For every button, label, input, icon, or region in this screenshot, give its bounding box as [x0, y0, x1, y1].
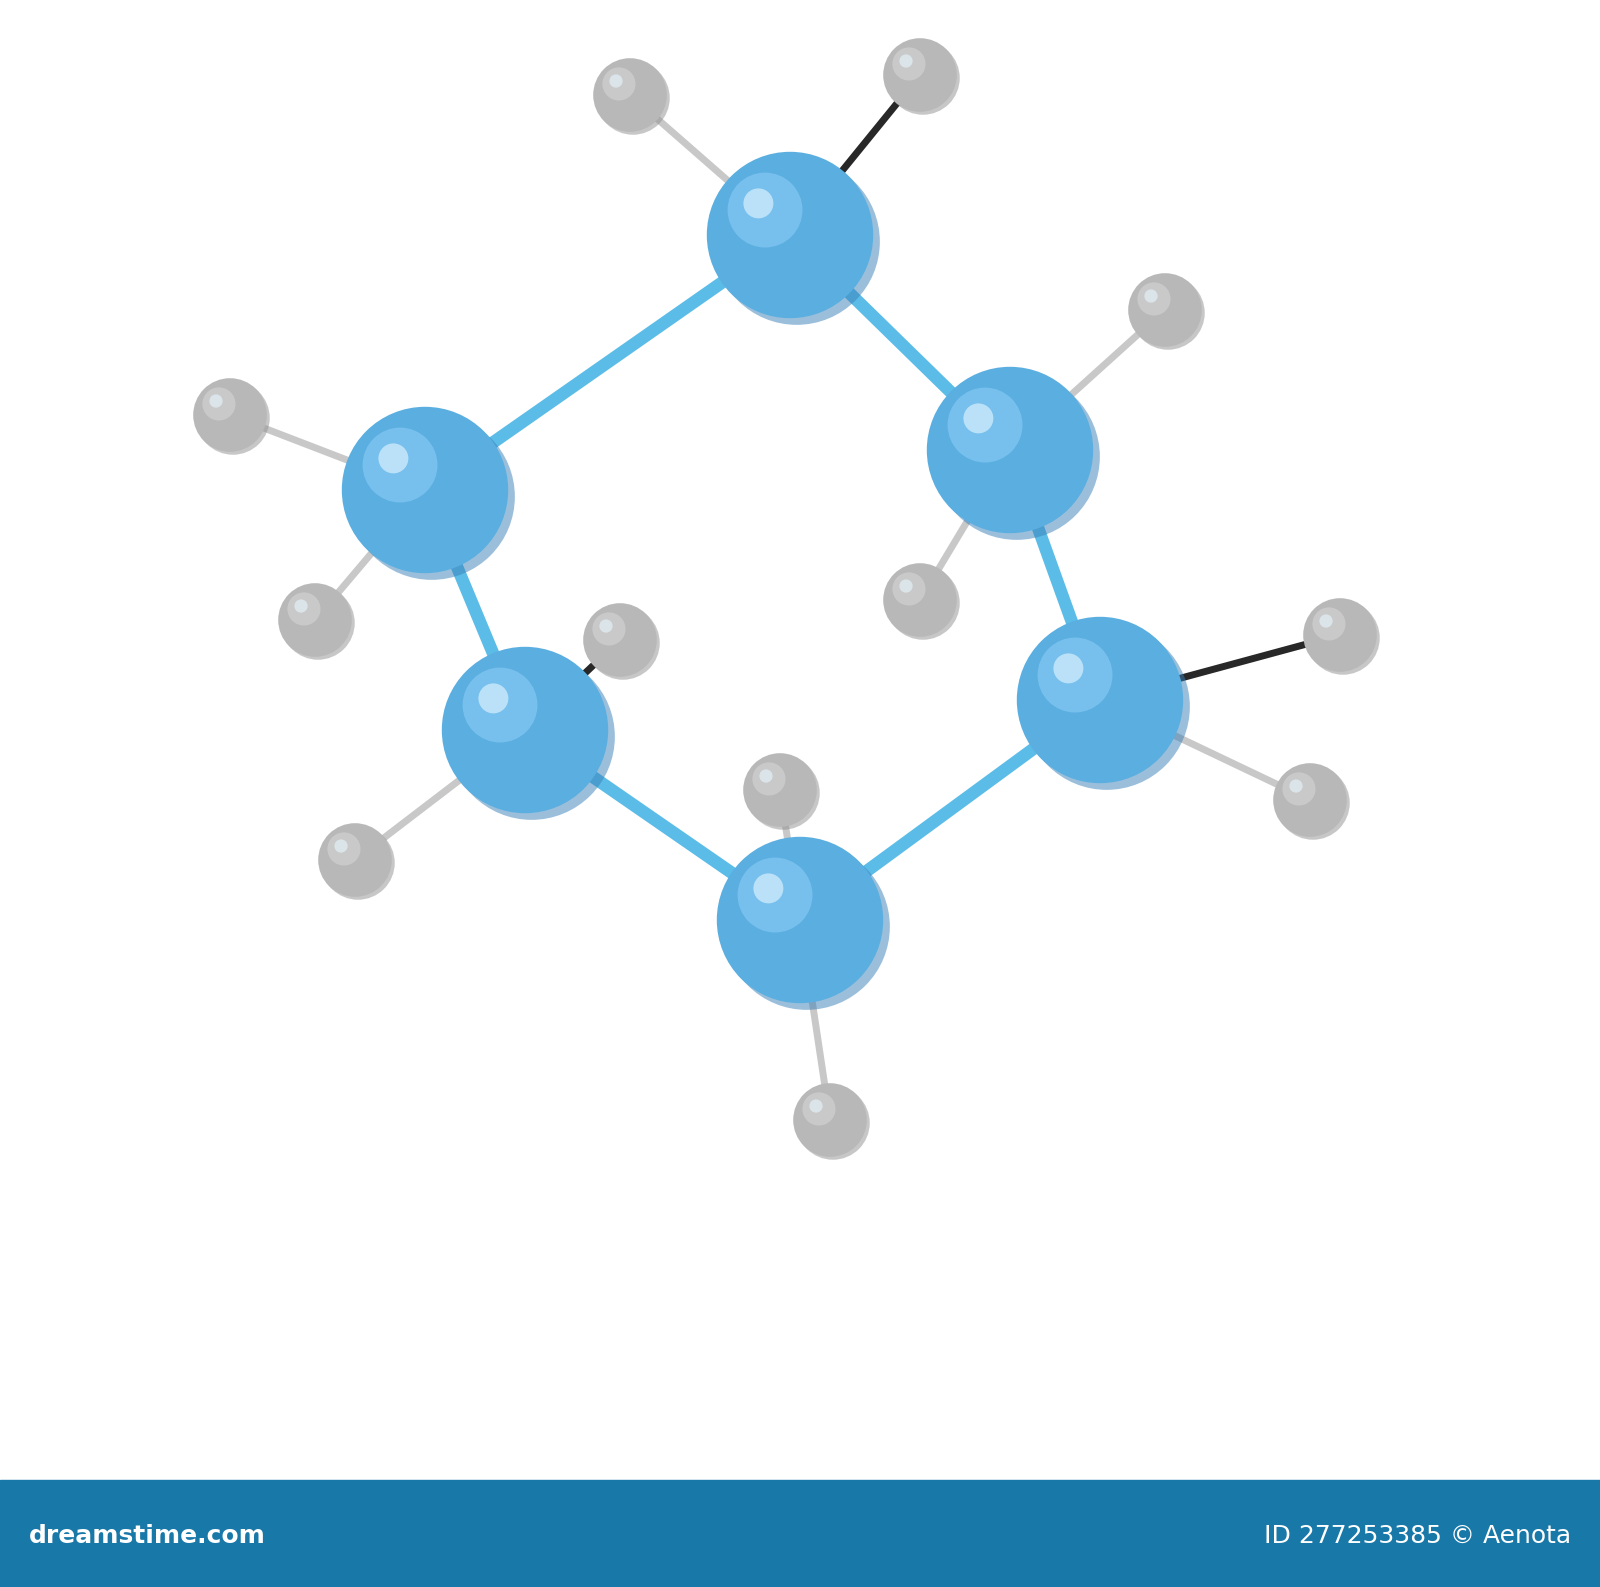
Circle shape	[1274, 763, 1347, 836]
Circle shape	[752, 762, 786, 795]
Circle shape	[334, 840, 347, 852]
Circle shape	[947, 387, 1022, 462]
Circle shape	[926, 367, 1093, 533]
Circle shape	[1302, 598, 1378, 671]
Circle shape	[342, 406, 509, 573]
Circle shape	[586, 606, 659, 679]
Circle shape	[746, 755, 819, 830]
Circle shape	[893, 573, 925, 606]
Circle shape	[318, 824, 392, 897]
Circle shape	[1320, 614, 1333, 627]
Circle shape	[1312, 608, 1346, 641]
Circle shape	[893, 48, 925, 81]
Circle shape	[728, 173, 803, 248]
Circle shape	[1037, 638, 1112, 713]
Circle shape	[379, 443, 408, 473]
Circle shape	[594, 59, 667, 132]
Circle shape	[883, 563, 957, 636]
Circle shape	[584, 603, 656, 676]
Circle shape	[1024, 624, 1190, 790]
Circle shape	[1290, 779, 1302, 792]
Circle shape	[1138, 282, 1171, 316]
Circle shape	[933, 373, 1099, 540]
Circle shape	[810, 1100, 822, 1112]
Circle shape	[202, 387, 235, 421]
Circle shape	[794, 1084, 867, 1157]
Circle shape	[723, 843, 890, 1009]
Circle shape	[1128, 273, 1202, 348]
Text: dreamstime.com: dreamstime.com	[29, 1524, 266, 1547]
Circle shape	[1277, 767, 1350, 840]
Circle shape	[886, 567, 960, 640]
Circle shape	[742, 754, 816, 827]
Circle shape	[600, 619, 613, 633]
Circle shape	[803, 1092, 835, 1125]
Circle shape	[349, 414, 515, 579]
Circle shape	[363, 427, 437, 503]
Circle shape	[883, 38, 957, 111]
Circle shape	[288, 592, 320, 625]
Circle shape	[744, 189, 773, 219]
Circle shape	[760, 770, 773, 782]
Circle shape	[1144, 289, 1158, 303]
Circle shape	[462, 668, 538, 743]
Text: ID 277253385 © Aenota: ID 277253385 © Aenota	[1264, 1524, 1571, 1547]
Circle shape	[886, 41, 960, 114]
Circle shape	[717, 836, 883, 1003]
Circle shape	[1283, 773, 1315, 806]
Circle shape	[797, 1086, 870, 1160]
Circle shape	[442, 647, 608, 813]
Circle shape	[1018, 617, 1184, 784]
Circle shape	[282, 586, 355, 660]
Circle shape	[899, 579, 912, 592]
Circle shape	[610, 75, 622, 87]
Circle shape	[294, 600, 307, 613]
Circle shape	[478, 684, 509, 714]
Circle shape	[738, 857, 813, 933]
Circle shape	[963, 403, 994, 433]
Circle shape	[278, 582, 352, 657]
Circle shape	[1131, 276, 1205, 349]
Circle shape	[448, 654, 614, 820]
Circle shape	[328, 833, 360, 865]
Circle shape	[592, 613, 626, 646]
Circle shape	[603, 67, 635, 100]
Bar	[0, 1481, 1600, 1587]
Circle shape	[197, 381, 270, 455]
Circle shape	[322, 827, 395, 900]
Circle shape	[1053, 654, 1083, 684]
Circle shape	[899, 54, 912, 68]
Circle shape	[194, 378, 267, 452]
Circle shape	[1306, 601, 1379, 674]
Circle shape	[754, 873, 784, 903]
Circle shape	[707, 152, 874, 319]
Circle shape	[210, 395, 222, 408]
Circle shape	[714, 159, 880, 325]
Circle shape	[597, 62, 670, 135]
